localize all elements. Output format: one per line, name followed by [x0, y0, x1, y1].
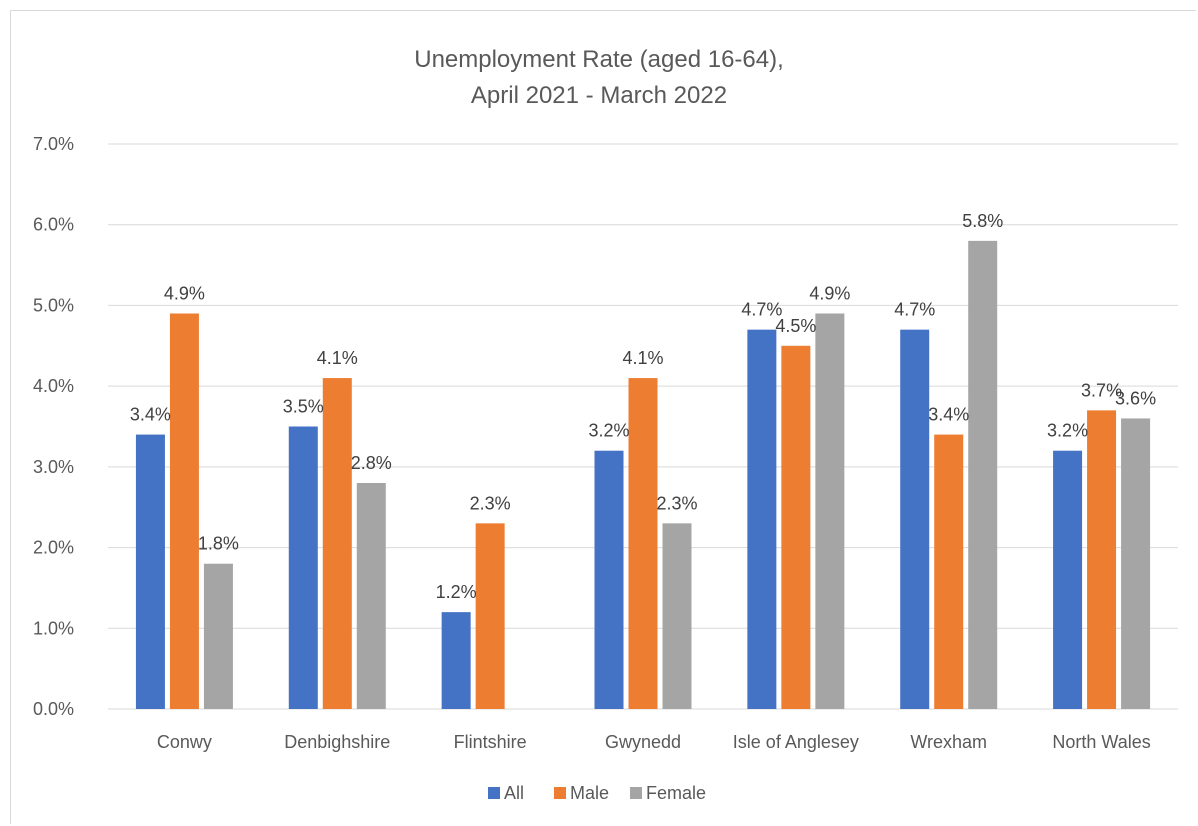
data-label: 3.4%: [928, 405, 969, 425]
data-label: 1.2%: [436, 582, 477, 602]
legend-label: All: [504, 783, 524, 803]
y-axis-ticks: 0.0% 1.0% 2.0% 3.0% 4.0% 5.0% 6.0% 7.0%: [33, 134, 74, 719]
bar-all: [594, 450, 624, 709]
bar-female: [662, 523, 692, 709]
legend: All Male Female: [488, 783, 706, 803]
data-label: 2.3%: [470, 493, 511, 513]
category-label: Denbighshire: [284, 732, 390, 752]
bar-male: [169, 313, 199, 709]
bars: [135, 240, 1151, 709]
bar-female: [203, 563, 233, 709]
data-label: 5.8%: [962, 211, 1003, 231]
data-label: 4.9%: [164, 284, 205, 304]
chart-title: Unemployment Rate (aged 16-64),: [414, 46, 784, 73]
bar-male: [628, 378, 658, 709]
legend-swatch-female: [630, 787, 642, 799]
data-label: 2.3%: [656, 493, 697, 513]
data-label: 4.1%: [317, 348, 358, 368]
chart-subtitle: April 2021 - March 2022: [471, 82, 727, 109]
category-label: North Wales: [1052, 732, 1150, 752]
bar-female: [356, 483, 386, 709]
bar-all: [1053, 450, 1083, 709]
y-tick-label: 2.0%: [33, 538, 74, 558]
category-label: Gwynedd: [605, 732, 681, 752]
bar-male: [322, 378, 352, 709]
bar-female: [968, 240, 998, 709]
legend-swatch-male: [554, 787, 566, 799]
data-label: 4.7%: [741, 300, 782, 320]
data-label: 3.2%: [588, 421, 629, 441]
bar-all: [135, 434, 165, 709]
y-tick-label: 0.0%: [33, 699, 74, 719]
legend-label: Male: [570, 783, 609, 803]
legend-label: Female: [646, 783, 706, 803]
data-label: 4.9%: [809, 284, 850, 304]
data-label: 3.2%: [1047, 421, 1088, 441]
bar-female: [1121, 418, 1151, 709]
bar-all: [747, 329, 777, 709]
bar-male: [781, 345, 811, 709]
y-tick-label: 3.0%: [33, 457, 74, 477]
bar-all: [441, 612, 471, 709]
bar-female: [815, 313, 845, 709]
y-tick-label: 7.0%: [33, 134, 74, 154]
data-label: 3.5%: [283, 397, 324, 417]
bar-male: [934, 434, 964, 709]
y-tick-label: 5.0%: [33, 295, 74, 315]
bar-male: [475, 523, 505, 709]
category-label: Wrexham: [910, 732, 987, 752]
data-label: 4.5%: [775, 316, 816, 336]
y-tick-label: 1.0%: [33, 618, 74, 638]
bar-all: [288, 426, 318, 709]
category-label: Isle of Anglesey: [733, 732, 859, 752]
data-label: 3.4%: [130, 405, 171, 425]
x-axis-categories: Conwy Denbighshire Flintshire Gwynedd Isle o…: [157, 732, 1151, 752]
data-labels: 3.4% 4.9% 1.8% 3.5% 4.1% 2.8% 1.2% 2.3% 3.2% 4.1%…: [130, 211, 1156, 602]
data-label: 2.8%: [351, 453, 392, 473]
data-label: 3.6%: [1115, 388, 1156, 408]
data-label: 4.7%: [894, 300, 935, 320]
legend-swatch-all: [488, 787, 500, 799]
data-label: 1.8%: [198, 534, 239, 554]
category-label: Flintshire: [454, 732, 527, 752]
data-label: 4.1%: [622, 348, 663, 368]
y-tick-label: 4.0%: [33, 376, 74, 396]
data-label: 3.7%: [1081, 380, 1122, 400]
bar-male: [1087, 410, 1117, 709]
category-label: Conwy: [157, 732, 212, 752]
y-tick-label: 6.0%: [33, 215, 74, 235]
bar-all: [900, 329, 930, 709]
